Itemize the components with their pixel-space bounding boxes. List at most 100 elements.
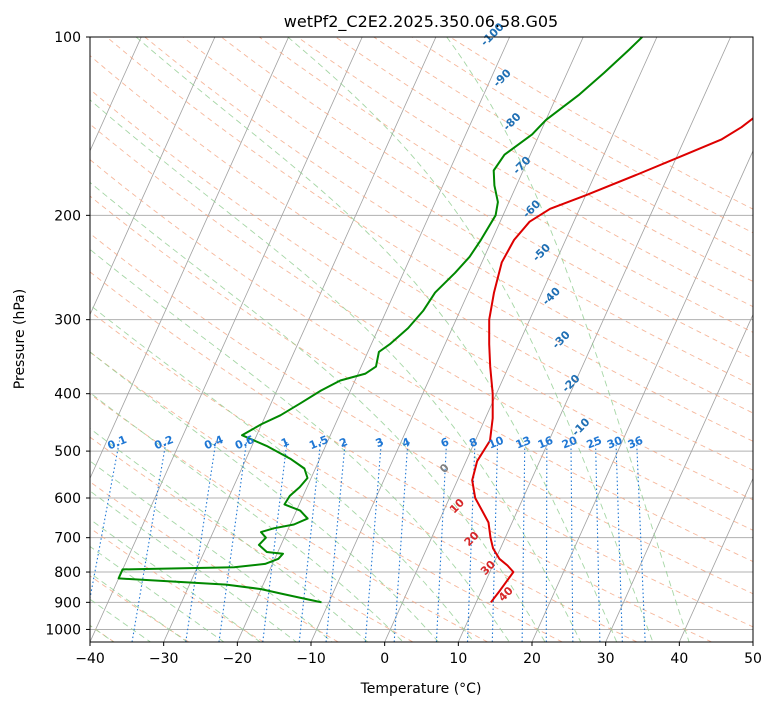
- y-tick-label: 900: [54, 595, 81, 611]
- isotherm-line: [605, 313, 753, 642]
- mixing-ratio-line: [364, 440, 382, 642]
- x-axis-label: Temperature (°C): [360, 681, 482, 697]
- x-tick-label: 40: [670, 651, 688, 667]
- isotherm-line: [531, 149, 753, 642]
- y-axis-ticks: 100 200 300 400 500 600 700 800 900 1000: [45, 30, 90, 638]
- moist-adiabat-line: [90, 181, 546, 642]
- isotherm-line: [752, 641, 753, 642]
- mixing-ratio-line: [393, 440, 409, 642]
- isotherm-line: [90, 37, 142, 152]
- mixing-ratio-line: [570, 440, 574, 642]
- x-tick-label: 50: [744, 651, 762, 667]
- dry-adiabat-line: [90, 436, 414, 642]
- moist-adiabat-line: [90, 304, 475, 642]
- temperature-profile-line: [471, 117, 753, 603]
- isotherm-line: [457, 37, 731, 642]
- y-tick-label: 1000: [45, 622, 81, 638]
- mixing-ratio-label: 10: [487, 434, 506, 452]
- isotherm-line: [236, 37, 510, 642]
- dry-adiabat-line: [90, 159, 753, 563]
- moist-adiabat-line: [90, 392, 404, 642]
- moist-adiabat-line: [90, 518, 261, 642]
- isotherm-line: [384, 37, 658, 642]
- moist-adiabat-line: [90, 248, 510, 642]
- moist-adiabat-line: [90, 572, 188, 642]
- x-tick-label: 10: [449, 651, 467, 667]
- moist-adiabat-line: [90, 460, 333, 642]
- moist-adiabat-line: [135, 37, 618, 642]
- dry-adiabat-line: [90, 310, 638, 642]
- isotherm-line: [90, 37, 216, 316]
- dry-adiabat-line: [90, 393, 488, 642]
- dry-adiabat-line: [90, 481, 339, 642]
- dry-adiabat-line: [90, 123, 753, 531]
- dewpoint-profile-line: [117, 37, 643, 604]
- mixing-ratio-line: [594, 440, 601, 642]
- mixing-ratio-label: 30: [605, 434, 624, 452]
- mixing-ratio-line: [218, 440, 248, 642]
- dry-adiabat-line: [90, 55, 753, 471]
- y-tick-label: 200: [54, 208, 81, 224]
- dry-adiabat-line: [90, 271, 712, 642]
- dry-adiabat-line: [90, 232, 753, 628]
- x-tick-label: −20: [223, 651, 253, 667]
- y-tick-label: 700: [54, 531, 81, 547]
- dry-adiabat-line: [90, 88, 753, 501]
- y-tick-label: 300: [54, 313, 81, 329]
- plot-frame: [89, 36, 754, 643]
- isotherm-line: [678, 477, 753, 642]
- mixing-ratio-line: [466, 440, 476, 642]
- x-tick-label: −40: [75, 651, 105, 667]
- mixing-ratio-line: [636, 440, 646, 642]
- plot-background: [90, 37, 753, 642]
- dry-adiabat-line: [90, 351, 563, 642]
- x-tick-label: 0: [380, 651, 389, 667]
- x-tick-label: 20: [523, 651, 541, 667]
- y-tick-label: 400: [54, 387, 81, 403]
- mixing-ratio-line: [521, 440, 526, 642]
- mixing-ratio-label: 36: [626, 434, 645, 452]
- mixing-ratio-label: 8: [467, 435, 479, 450]
- chart-title: wetPf2_C2E2.2025.350.06.58.G05: [284, 12, 558, 32]
- moist-adiabat-line: [90, 427, 368, 642]
- pressure-gridlines: [90, 36, 753, 630]
- dry-adiabat-line: [144, 37, 753, 414]
- mixing-ratio-label: 3: [374, 435, 386, 450]
- dry-adiabat-line: [90, 575, 190, 642]
- y-tick-label: 600: [54, 491, 81, 507]
- mixing-ratio-line: [545, 440, 548, 642]
- mixing-ratio-label: 25: [585, 434, 604, 452]
- y-tick-label: 100: [54, 30, 81, 46]
- mixing-ratio-label: 16: [536, 434, 555, 452]
- isotherm-line: [0, 37, 68, 642]
- moist-adiabat-line: [90, 598, 151, 642]
- dry-adiabat-line: [220, 37, 753, 360]
- moist-adiabat-line: [90, 545, 225, 642]
- y-tick-label: 800: [54, 565, 81, 581]
- mixing-ratio-label: 13: [514, 434, 533, 452]
- profile-series: [117, 37, 753, 604]
- mixing-ratio-line: [435, 440, 448, 642]
- x-tick-label: −10: [296, 651, 326, 667]
- x-tick-label: −30: [149, 651, 179, 667]
- y-axis-label: Pressure (hPa): [12, 289, 28, 389]
- guide-lines: [0, 37, 753, 642]
- y-tick-label: 500: [54, 444, 81, 460]
- x-tick-label: 30: [597, 651, 615, 667]
- moist-adiabat-line: [287, 37, 654, 642]
- dry-adiabat-line: [297, 37, 753, 308]
- moist-adiabat-line: [446, 37, 690, 642]
- moist-adiabat-line: [90, 99, 582, 642]
- mixing-ratio-line: [325, 440, 346, 642]
- isotherm-line: [90, 37, 289, 480]
- dry-adiabat-line: [335, 37, 753, 282]
- isotherm-line: [163, 37, 437, 642]
- mixing-ratio-line: [298, 440, 322, 642]
- mixing-ratio-label: 20: [560, 434, 579, 452]
- mixing-ratio-line: [491, 440, 499, 642]
- mixing-ratio-line: [615, 440, 623, 642]
- x-axis-ticks: −40 −30 −20 −10 0 10 20 30 40 50: [75, 642, 762, 667]
- mixing-ratio-label: 2: [338, 435, 350, 450]
- isotherm-line: [90, 37, 363, 642]
